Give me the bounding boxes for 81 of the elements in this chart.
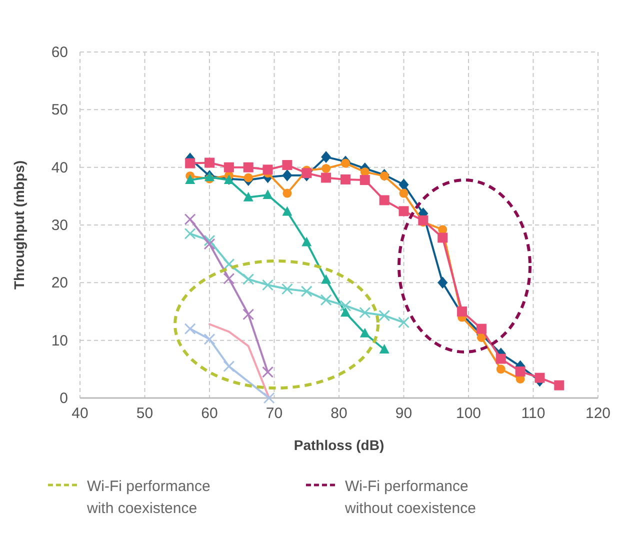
point — [204, 158, 214, 168]
text: Wi-Fi performance with coexistence — [86, 478, 210, 517]
point — [262, 366, 274, 378]
x-tick-label: 80 — [330, 405, 348, 422]
point — [321, 274, 332, 284]
point — [457, 306, 468, 316]
y-tick-label: 60 — [51, 44, 68, 61]
point — [321, 172, 332, 183]
point — [185, 174, 196, 184]
point — [438, 232, 448, 243]
y-tick-label: 40 — [51, 159, 68, 176]
point — [282, 206, 292, 216]
point — [438, 276, 448, 289]
point — [224, 162, 234, 172]
point — [340, 300, 352, 312]
point — [204, 238, 216, 250]
point — [302, 236, 312, 246]
point — [380, 171, 389, 180]
x-tick-label: 120 — [585, 405, 611, 422]
y-axis-title: Throughput (mbps) — [11, 160, 27, 290]
point — [184, 228, 196, 240]
x-tick-label: 40 — [72, 405, 88, 422]
x-axis-title: Pathloss (dB) — [294, 437, 384, 453]
point — [204, 333, 216, 345]
y-tick-label: 0 — [60, 390, 68, 407]
point — [554, 380, 564, 390]
point — [282, 188, 292, 198]
point — [360, 175, 370, 186]
point — [476, 324, 486, 334]
point — [204, 234, 216, 246]
point — [379, 344, 390, 354]
point — [184, 323, 196, 335]
point — [359, 306, 371, 318]
y-tick-label: 50 — [51, 102, 68, 119]
x-tick-label: 110 — [521, 405, 546, 422]
point — [242, 273, 254, 285]
point — [302, 168, 312, 178]
point — [223, 272, 235, 284]
y-tick-label: 10 — [51, 332, 68, 350]
point — [398, 206, 409, 216]
point — [184, 213, 196, 225]
point — [379, 195, 390, 206]
point — [262, 190, 273, 200]
point — [223, 360, 235, 372]
point — [534, 372, 545, 383]
y-tick-label: 20 — [51, 274, 68, 292]
point — [185, 158, 196, 168]
point — [398, 316, 410, 328]
point — [282, 160, 292, 170]
x-tick-label: 90 — [395, 405, 412, 422]
line-series — [208, 323, 270, 399]
point — [418, 215, 428, 226]
point — [496, 354, 506, 364]
point — [242, 308, 254, 320]
point — [360, 328, 370, 338]
text: Wi-Fi performance without coexistence — [344, 478, 476, 517]
point — [496, 364, 506, 374]
y-tick-label: 30 — [51, 217, 68, 234]
point — [262, 279, 274, 291]
point — [243, 162, 254, 172]
x-tick-label: 60 — [201, 405, 218, 422]
x-tick-label: 70 — [266, 405, 283, 422]
point — [340, 307, 350, 317]
x-tick-label: 100 — [456, 405, 482, 422]
point — [281, 283, 293, 295]
point — [282, 169, 292, 182]
point — [322, 164, 331, 173]
point — [340, 158, 350, 168]
point — [243, 192, 254, 202]
point — [515, 366, 526, 376]
point — [244, 173, 253, 182]
point — [223, 258, 235, 270]
point — [340, 174, 350, 184]
point — [320, 294, 332, 306]
point — [262, 164, 273, 175]
point — [263, 392, 275, 404]
x-tick-label: 50 — [136, 405, 154, 422]
point — [378, 310, 390, 322]
point — [399, 188, 408, 198]
point — [321, 150, 332, 163]
point — [300, 286, 312, 298]
